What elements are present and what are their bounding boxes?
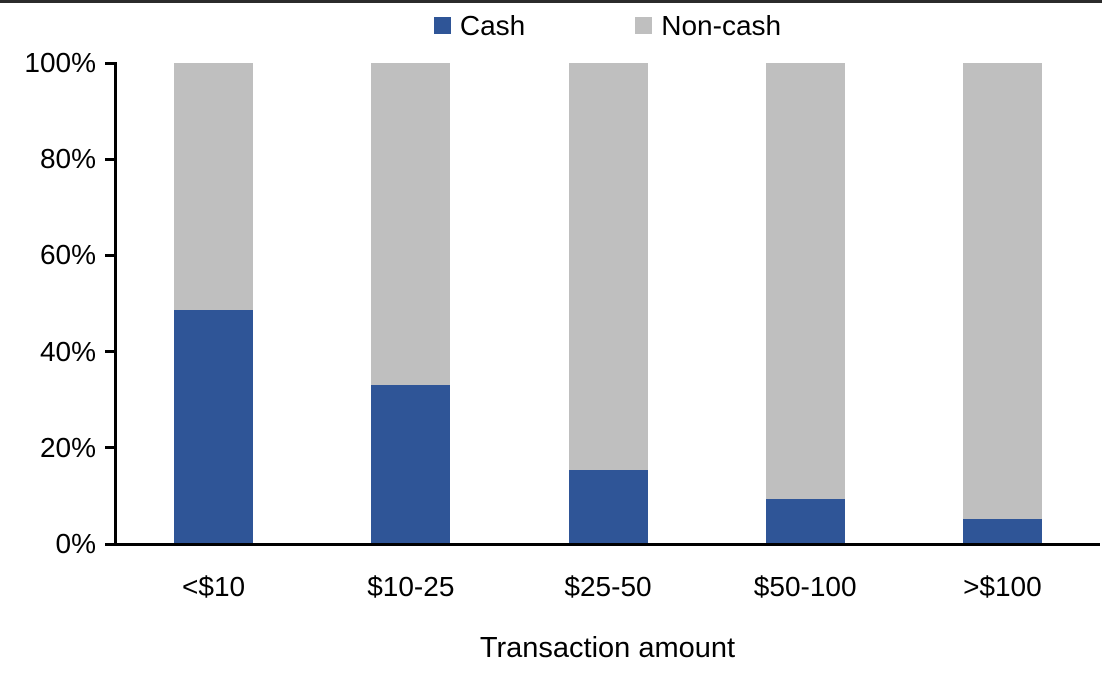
top-border-line xyxy=(0,0,1102,3)
bar-segment-non-cash xyxy=(568,63,648,470)
bar-segment-cash xyxy=(765,498,845,544)
bar-segment-cash xyxy=(568,469,648,544)
y-axis-line xyxy=(114,62,117,546)
x-tick-label: $10-25 xyxy=(367,571,455,602)
bar-segment-cash xyxy=(962,518,1042,544)
legend-item-non-cash: Non-cash xyxy=(635,9,782,42)
x-axis-title: Transaction amount xyxy=(479,632,736,664)
y-tick-label: 80% xyxy=(39,143,96,175)
y-tick-label: 40% xyxy=(39,335,96,367)
legend-swatch-icon xyxy=(635,17,653,35)
x-axis-line xyxy=(105,543,1100,546)
x-tick-label: $50-100 xyxy=(753,571,857,602)
legend-item-cash: Cash xyxy=(433,9,526,42)
bar-segment-non-cash xyxy=(371,63,451,385)
bar-segment-cash xyxy=(371,384,451,544)
y-tick-label: 20% xyxy=(39,431,96,463)
x-tick-label: $25-50 xyxy=(564,571,652,602)
y-tick-mark xyxy=(105,446,114,450)
bar-segment-non-cash xyxy=(174,63,254,311)
bar-segment-cash xyxy=(174,310,254,544)
y-tick-label: 60% xyxy=(39,239,96,271)
legend-label: Cash xyxy=(459,9,526,41)
y-tick-mark xyxy=(105,61,114,65)
x-tick-label: >$100 xyxy=(963,571,1042,602)
y-tick-mark xyxy=(105,253,114,257)
bar-segment-non-cash xyxy=(765,63,845,499)
x-tick-label: <$10 xyxy=(182,571,246,602)
chart-legend: Cash Non-cash xyxy=(115,4,1100,48)
y-tick-label: 100% xyxy=(24,47,96,78)
bar-segment-non-cash xyxy=(962,63,1042,519)
legend-label: Non-cash xyxy=(661,9,782,41)
legend-swatch-icon xyxy=(433,17,451,35)
y-tick-mark xyxy=(105,157,114,161)
y-tick-mark xyxy=(105,350,114,354)
y-tick-label: 0% xyxy=(55,528,96,559)
